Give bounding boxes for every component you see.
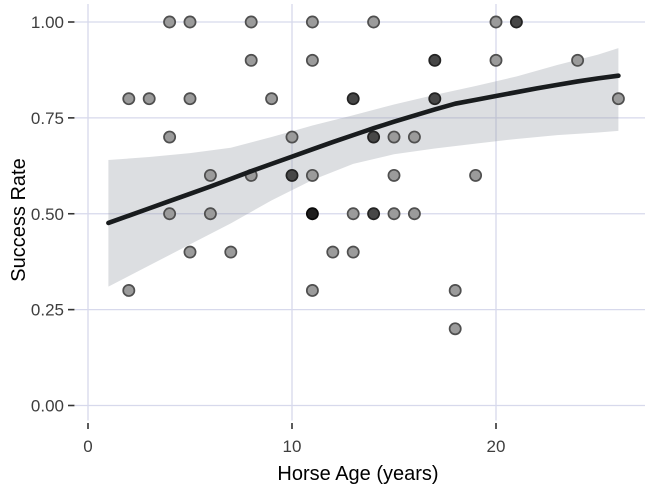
- data-point: [285, 130, 299, 144]
- confidence-band-area: [108, 48, 619, 287]
- data-point: [428, 92, 442, 106]
- data-point: [163, 15, 177, 29]
- axis-tick-labels: 0 10 20 1.00 0.75 0.50 0.25 0.00: [31, 13, 506, 456]
- data-point: [469, 168, 483, 182]
- data-point: [183, 15, 197, 29]
- y-tick-label: 0.25: [31, 301, 64, 320]
- data-point: [387, 207, 401, 221]
- y-tick-label: 0.00: [31, 397, 64, 416]
- data-point: [448, 322, 462, 336]
- data-point: [224, 245, 238, 259]
- data-point: [183, 245, 197, 259]
- y-tick-label: 0.75: [31, 109, 64, 128]
- data-point: [203, 207, 217, 221]
- data-point: [163, 207, 177, 221]
- data-point: [203, 168, 217, 182]
- x-tick-label: 0: [83, 437, 92, 456]
- data-point: [428, 53, 442, 67]
- data-point: [326, 245, 340, 259]
- data-point: [367, 207, 381, 221]
- data-point: [489, 15, 503, 29]
- data-points: [122, 15, 625, 336]
- data-point: [448, 284, 462, 297]
- x-tick-label: 20: [487, 437, 506, 456]
- trend-line: [106, 73, 621, 226]
- data-point: [346, 92, 360, 106]
- x-tick-label: 10: [283, 437, 302, 456]
- confidence-band: [108, 48, 619, 287]
- data-point: [244, 15, 258, 29]
- data-point: [265, 92, 279, 106]
- data-point: [489, 53, 503, 67]
- data-point: [346, 245, 360, 259]
- regression-line: [106, 73, 621, 226]
- data-point: [305, 15, 319, 29]
- data-point: [122, 284, 136, 297]
- data-point: [305, 168, 319, 182]
- data-point: [183, 92, 197, 106]
- data-point: [346, 207, 360, 221]
- axis-tick-marks: [68, 21, 497, 429]
- y-tick-label: 0.50: [31, 205, 64, 224]
- y-tick-label: 1.00: [31, 13, 64, 32]
- data-point: [571, 53, 585, 67]
- data-point: [387, 130, 401, 144]
- data-point: [163, 130, 177, 144]
- x-axis-title: Horse Age (years): [277, 463, 438, 485]
- data-point: [305, 53, 319, 67]
- data-point: [611, 92, 625, 106]
- data-point: [305, 207, 319, 221]
- data-point: [122, 92, 136, 106]
- y-axis-title: Success Rate: [8, 158, 30, 281]
- data-point: [509, 15, 523, 29]
- data-point: [367, 15, 381, 29]
- data-point: [305, 284, 319, 297]
- data-point: [285, 168, 299, 182]
- data-point: [407, 207, 421, 221]
- data-point: [367, 130, 381, 144]
- data-point: [387, 168, 401, 182]
- data-point: [142, 92, 156, 106]
- data-point: [407, 130, 421, 144]
- data-point: [244, 53, 258, 67]
